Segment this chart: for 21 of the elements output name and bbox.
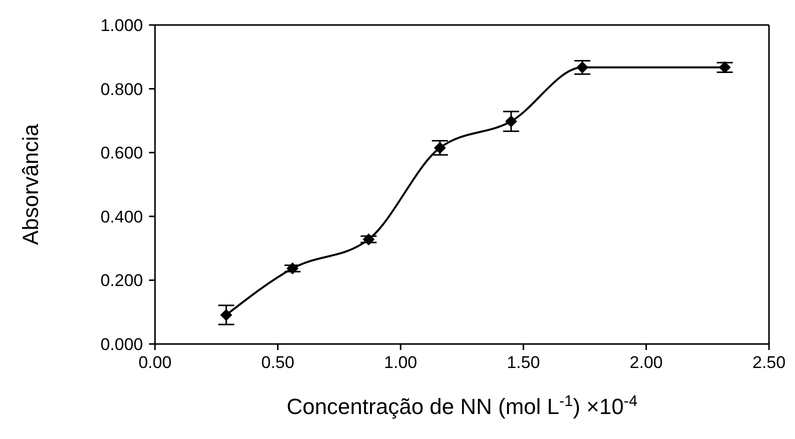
point xyxy=(718,61,731,74)
point xyxy=(220,308,232,321)
x-tick-label: 1.00 xyxy=(384,353,418,372)
y-tick-label: 0.200 xyxy=(100,271,143,290)
x-axis-title: Concentração de NN (mol L$^{-1}$) ×10$^{-4}$ xyxy=(286,392,638,419)
y-tick-label: 0.800 xyxy=(100,80,143,99)
point xyxy=(434,142,446,154)
y-tick-label: 0.000 xyxy=(100,335,143,354)
x-tick-label: 1.50 xyxy=(506,353,540,372)
x-tick-label: 2.50 xyxy=(752,353,786,372)
point xyxy=(505,115,518,128)
point xyxy=(362,233,375,246)
y-tick-label: 0.400 xyxy=(100,207,143,226)
y-axis-title: Absorvância xyxy=(18,123,43,246)
x-tick-label: 0.50 xyxy=(261,353,294,372)
x-tick-label: 2.00 xyxy=(630,353,663,372)
x-tick-label: 0.00 xyxy=(138,353,172,372)
point xyxy=(576,61,588,74)
point xyxy=(286,262,299,274)
y-tick-label: 1.000 xyxy=(100,16,143,36)
y-tick-label: 0.600 xyxy=(100,144,143,163)
